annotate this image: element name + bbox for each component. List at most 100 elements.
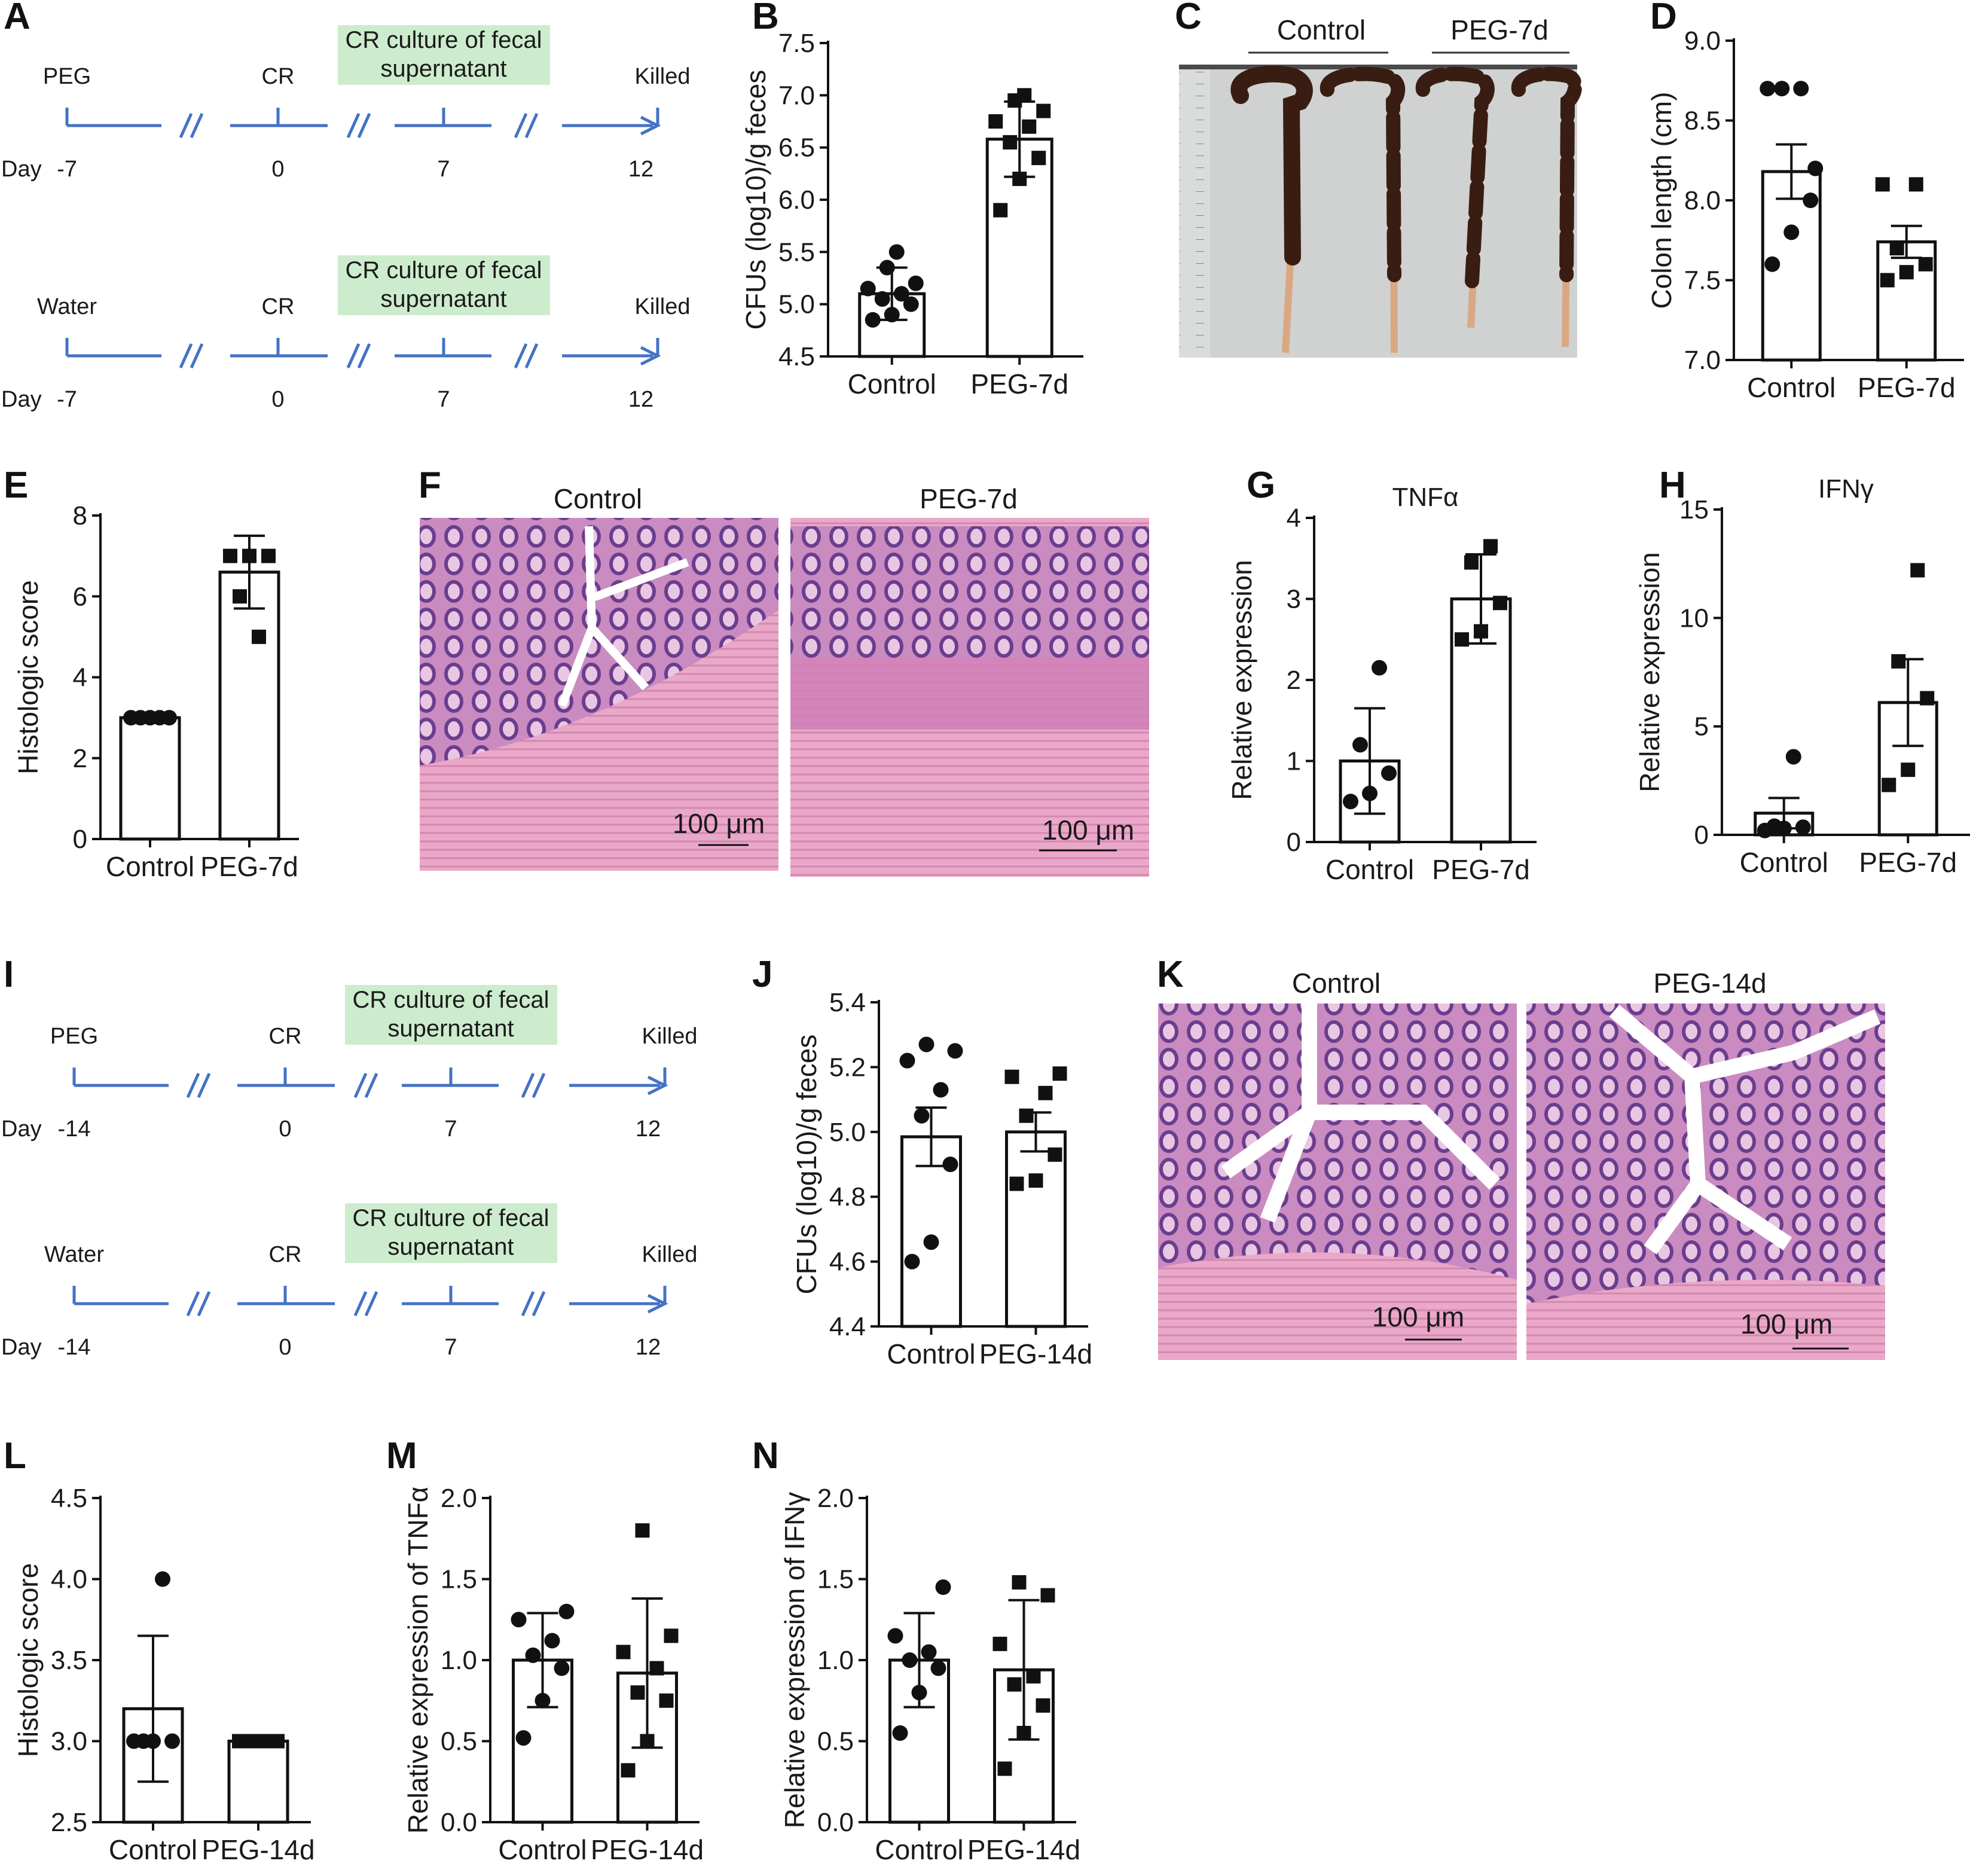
category-label: Control <box>498 1834 587 1865</box>
data-point <box>1803 193 1819 208</box>
day-value: 12 <box>636 1117 661 1142</box>
culture-box <box>345 985 557 1045</box>
data-point <box>558 1603 575 1619</box>
culture-box-line2: supernatant <box>387 1234 514 1260</box>
data-point <box>1880 273 1895 288</box>
data-point <box>1882 777 1896 792</box>
timeline-break-mark <box>186 1072 200 1099</box>
panel-letter-A: A <box>4 0 30 37</box>
y-tick-label: 0 <box>1287 828 1301 857</box>
panel-k-histology: Control PEG-14d 100 μm 100 μm <box>1158 968 1885 1360</box>
y-axis-label: Relative expression <box>1226 560 1257 800</box>
data-point <box>515 1730 532 1746</box>
timeline-break-mark <box>357 112 371 139</box>
data-point <box>511 1612 527 1628</box>
timeline-break-mark <box>521 1072 535 1099</box>
data-point <box>1003 135 1018 150</box>
category-label: Control <box>1740 847 1828 878</box>
group-label: PEG <box>50 1024 98 1049</box>
data-point <box>1038 1085 1053 1100</box>
y-tick-label: 1.0 <box>817 1646 854 1675</box>
scale-bar-label: 100 μm <box>1042 815 1134 846</box>
panel-f-histology: Control PEG-7d 100 μm 100 μm <box>420 483 1149 877</box>
data-point <box>1026 1669 1041 1684</box>
data-point <box>874 291 890 307</box>
data-point <box>233 589 247 604</box>
data-point <box>1031 151 1046 166</box>
cr-label: CR <box>262 64 295 89</box>
data-point <box>942 1157 958 1172</box>
y-tick-label: 0.5 <box>817 1727 854 1756</box>
timeline-break-mark <box>514 112 528 139</box>
panel-letter-J: J <box>752 954 772 995</box>
data-point <box>914 1108 930 1124</box>
data-point <box>1022 119 1037 134</box>
histology-image-control: 100 μm <box>420 518 778 871</box>
data-point <box>1004 1069 1019 1084</box>
y-tick-label: 6 <box>73 582 87 611</box>
data-point <box>997 1761 1012 1776</box>
timeline-break-mark <box>514 343 528 369</box>
data-point <box>664 1628 679 1643</box>
category-label: PEG-7d <box>1432 854 1530 885</box>
day-value: 0 <box>271 387 284 412</box>
chart-d: 7.0 7.5 8.0 8.5 9.0 Colon length (cm) Control P… <box>1646 26 1964 403</box>
y-tick-label: 4.4 <box>829 1312 866 1341</box>
chart-e: 0 2 4 6 8 Histologic score Control PEG-7d <box>13 501 299 882</box>
y-tick-label: 0 <box>73 825 87 854</box>
group-label: PEG <box>43 64 91 89</box>
category-label: PEG-14d <box>591 1834 704 1865</box>
data-point <box>164 1733 180 1749</box>
panel-letter-E: E <box>4 465 28 506</box>
data-point <box>918 1036 934 1053</box>
colon-specimen-2 <box>1320 66 1406 353</box>
timeline-break-mark <box>353 1072 368 1099</box>
panel-letter-C: C <box>1175 0 1202 37</box>
timeline-break-mark <box>364 1072 378 1099</box>
timeline-arrowhead <box>640 346 661 366</box>
panel-letter-I: I <box>4 954 14 995</box>
y-axis-label: Colon length (cm) <box>1646 91 1677 309</box>
data-point <box>242 548 256 563</box>
y-tick-label: 7.0 <box>778 81 815 110</box>
bar <box>1005 1130 1067 1328</box>
data-point <box>1875 177 1890 192</box>
data-point <box>1009 1176 1024 1191</box>
data-point <box>630 1685 645 1700</box>
data-point <box>933 1082 949 1098</box>
culture-box <box>338 255 550 315</box>
day-label: Day <box>1 387 42 412</box>
timeline-break-mark <box>179 112 193 139</box>
killed-label: Killed <box>642 1242 698 1267</box>
day-value: 0 <box>279 1117 291 1142</box>
timeline-arrowhead <box>647 1294 668 1314</box>
timeline-i-water: CR culture of fecal supernatant Water CR Kil… <box>1 1203 697 1360</box>
data-point <box>1012 1575 1027 1590</box>
y-axis-label: CFUs (log10)/g feces <box>791 1035 822 1295</box>
bar <box>227 1740 289 1824</box>
data-point <box>1899 265 1914 280</box>
timeline-break-mark <box>524 343 539 369</box>
timeline-break-mark <box>197 1072 211 1099</box>
category-label: PEG-14d <box>979 1338 1092 1369</box>
group-label: Water <box>37 294 97 319</box>
killed-label: Killed <box>642 1024 698 1049</box>
y-tick-label: 2.5 <box>51 1808 87 1837</box>
culture-box-line1: CR culture of fecal <box>352 1205 549 1231</box>
timeline-break-mark <box>197 1291 211 1317</box>
timeline-break-mark <box>346 112 361 139</box>
colon-specimen-1 <box>1230 65 1313 353</box>
data-point <box>988 114 1003 129</box>
day-value: 12 <box>636 1335 661 1360</box>
histology-image-peg: 100 μm <box>790 518 1149 877</box>
cr-label: CR <box>269 1024 302 1049</box>
y-tick-label: 7.5 <box>778 29 815 58</box>
data-point <box>261 548 276 563</box>
culture-box-line1: CR culture of fecal <box>352 987 549 1013</box>
histology-label-control: Control <box>1292 968 1381 999</box>
day-value: 0 <box>271 157 284 182</box>
data-point <box>152 710 167 726</box>
data-point <box>223 548 237 563</box>
